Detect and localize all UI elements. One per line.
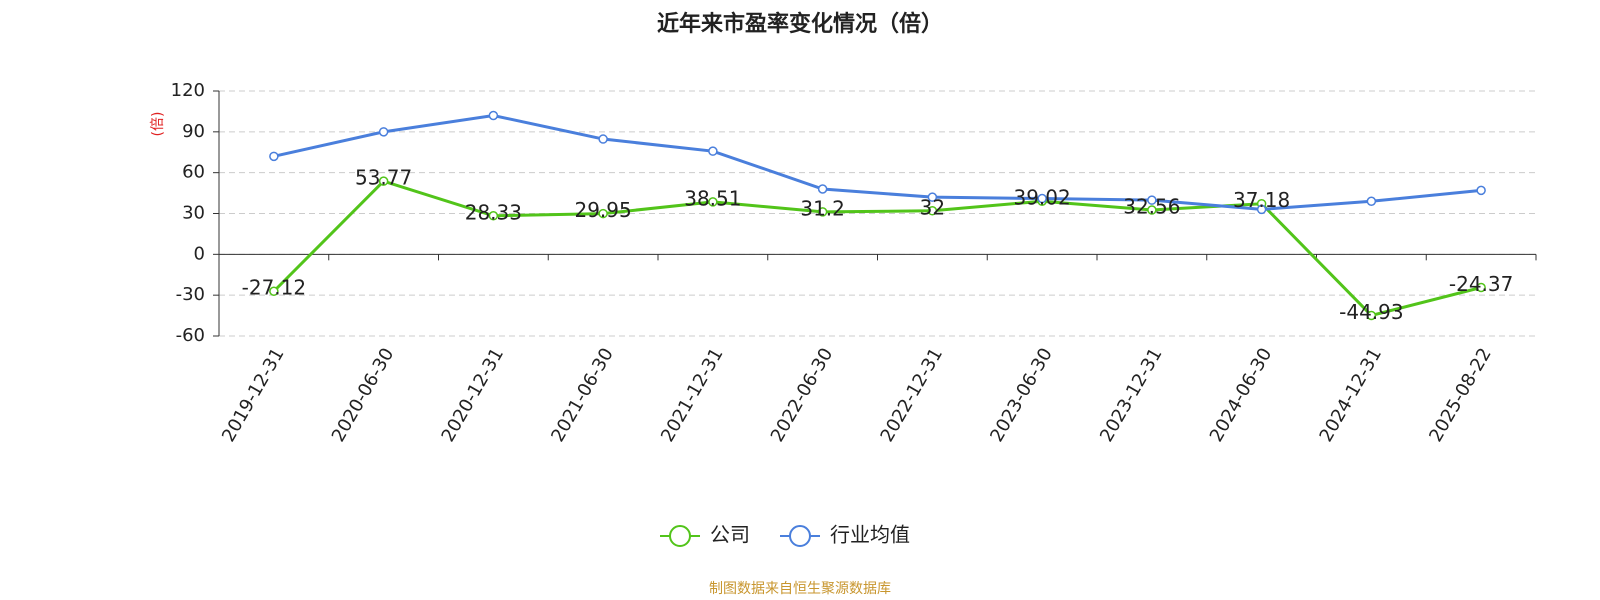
x-tick-label: 2022-06-30	[767, 345, 837, 446]
x-tick-label: 2023-12-31	[1096, 345, 1166, 446]
y-tick-label: -30	[176, 284, 205, 305]
data-label: -44.93	[1339, 300, 1403, 324]
point	[1366, 310, 1377, 321]
legend-marker	[789, 525, 811, 547]
point	[927, 192, 938, 202]
data-label: 32.56	[1123, 195, 1180, 219]
data-label: 38.51	[684, 186, 741, 210]
data-label: 53.77	[355, 166, 412, 190]
point	[378, 127, 389, 137]
data-label: 37.18	[1233, 188, 1290, 212]
point	[708, 197, 718, 207]
data-label: -27.12	[242, 276, 306, 300]
point	[269, 286, 279, 296]
point	[1476, 282, 1486, 293]
chart-title: 近年来市盈率变化情况（倍）	[657, 11, 943, 37]
data-label: -24.37	[1449, 272, 1513, 296]
data-label: 28.33	[465, 200, 522, 224]
point	[598, 208, 608, 219]
x-tick-label: 2020-12-31	[438, 345, 508, 446]
y-tick-label: 0	[194, 243, 205, 264]
x-tick-label: 2020-06-30	[328, 345, 398, 446]
x-tick-label: 2024-12-31	[1316, 345, 1386, 446]
point	[1476, 185, 1486, 196]
x-tick-label: 2023-06-30	[986, 345, 1056, 446]
y-tick-label: 90	[182, 121, 205, 142]
y-axis-label: (倍)	[150, 112, 166, 137]
x-tick-label: 2025-08-22	[1425, 345, 1495, 446]
point	[488, 110, 499, 121]
point	[598, 134, 608, 144]
point	[817, 184, 828, 194]
point	[1147, 205, 1157, 215]
data-label: 32	[920, 195, 945, 219]
point	[1366, 196, 1377, 206]
point	[269, 151, 279, 162]
point	[488, 211, 499, 221]
data-label: 29.95	[574, 198, 631, 222]
x-tick-label: 2019-12-31	[218, 345, 288, 446]
y-tick-label: 60	[182, 162, 205, 183]
point	[817, 207, 828, 217]
legend-label: 行业均值	[830, 523, 910, 547]
y-tick-label: -60	[176, 325, 205, 346]
legend-label: 公司	[710, 523, 750, 547]
y-tick-label: 120	[171, 80, 205, 101]
legend-marker	[669, 525, 691, 547]
x-tick-label: 2024-06-30	[1206, 345, 1276, 446]
point	[1037, 193, 1047, 204]
x-tick-label: 2021-06-30	[547, 345, 617, 446]
point	[927, 206, 938, 216]
data-label: 39.02	[1013, 186, 1070, 210]
point	[708, 146, 718, 156]
series-line	[272, 179, 1482, 318]
series-line	[273, 113, 1482, 211]
y-tick-label: 30	[182, 203, 205, 224]
data-label: 31.2	[800, 196, 845, 220]
source-note: 制图数据来自恒生聚源数据库	[709, 581, 891, 597]
x-tick-label: 2021-12-31	[657, 345, 727, 446]
point	[378, 176, 389, 186]
point	[1256, 204, 1267, 215]
x-tick-label: 2022-12-31	[877, 345, 947, 446]
point	[1147, 195, 1157, 205]
